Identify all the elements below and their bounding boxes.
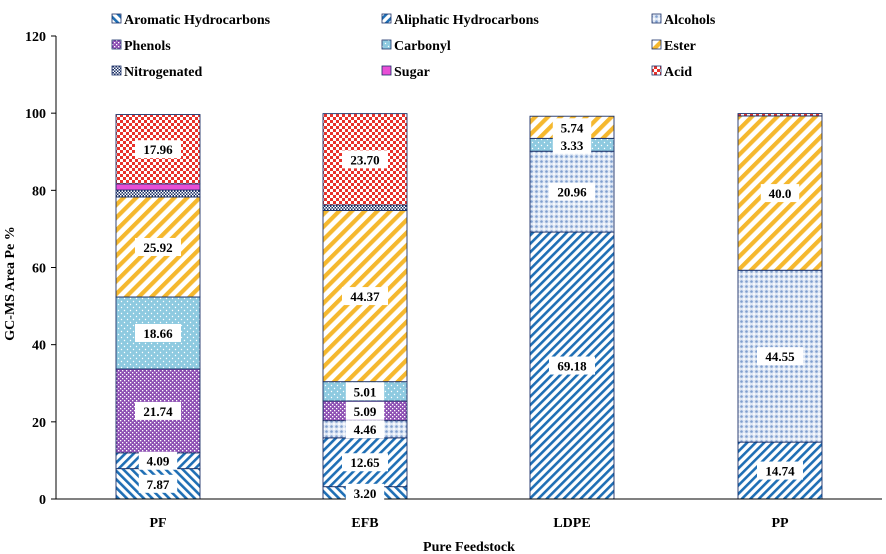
y-tick-label: 80 (32, 184, 46, 199)
y-tick-label: 60 (32, 262, 46, 277)
legend-label-aliphatic-hydrocarbons: Aliphatic Hydrocarbons (394, 13, 539, 28)
data-label-box (757, 461, 803, 480)
y-tick-label: 100 (25, 107, 46, 122)
data-label-box (345, 483, 385, 502)
x-axis: PF EFB LDPE PP (56, 498, 882, 531)
data-label-pf-acid: 17.96 (143, 142, 173, 157)
x-tick-label: PF (149, 516, 166, 531)
legend-swatch-aromatic-hydrocarbons (111, 13, 122, 24)
data-label-box (342, 287, 388, 306)
legend-swatch-aliphatic-hydrocarbons (381, 13, 392, 24)
data-label-box (135, 401, 181, 420)
y-axis: 0 20 40 60 80 100 120 (25, 30, 57, 508)
data-label-box (345, 420, 385, 439)
legend-swatch-nitrogenated (111, 65, 122, 76)
legend-label-phenols: Phenols (124, 39, 171, 54)
legend-swatch-alcohols (651, 13, 662, 24)
y-tick-label: 0 (39, 493, 46, 508)
data-label-box (757, 347, 803, 366)
y-tick-label: 120 (25, 30, 46, 45)
bar-segment-pf-sugar (115, 183, 201, 191)
legend-label-aromatic-hydrocarbons: Aromatic Hydrocarbons (124, 13, 271, 28)
data-label-ldpe-alcohols: 20.96 (557, 185, 587, 200)
data-label-box (138, 451, 178, 470)
bars (115, 113, 823, 500)
legend-label-ester: Ester (664, 39, 696, 54)
data-label-box (135, 237, 181, 256)
legend-swatch-sugar (381, 65, 392, 76)
x-tick-label: EFB (351, 516, 378, 531)
legend-label-carbonyl: Carbonyl (394, 39, 451, 54)
data-label-box (342, 150, 388, 169)
legend-label-sugar: Sugar (394, 65, 430, 80)
data-label-efb-ester: 44.37 (350, 289, 380, 304)
data-label-efb-carbonyl: 5.01 (354, 384, 377, 399)
data-label-efb-aromatic-hydrocarbons: 3.20 (354, 486, 377, 501)
bar-segment-pp-acid (737, 113, 823, 117)
data-label-box (135, 140, 181, 159)
data-label-box (345, 382, 385, 401)
data-label-box (549, 182, 595, 201)
data-label-pf-aromatic-hydrocarbons: 7.87 (147, 477, 170, 492)
data-label-pp-ester: 40.0 (769, 186, 792, 201)
legend-swatch-ester (651, 39, 662, 50)
x-tick-label: LDPE (553, 516, 590, 531)
bar-segment-efb-nitrogenated (322, 204, 408, 211)
data-label-box (549, 356, 595, 375)
data-label-pf-aliphatic-hydrocarbons: 4.09 (147, 454, 170, 469)
data-label-box (345, 401, 385, 420)
legend-label-acid: Acid (664, 65, 692, 80)
data-label-pf-phenols: 21.74 (143, 404, 173, 419)
y-tick-label: 40 (32, 339, 46, 354)
legend-swatch-acid (651, 65, 662, 76)
legend-swatch-phenols (111, 39, 122, 50)
data-label-efb-phenols: 5.09 (354, 404, 377, 419)
data-label-box (552, 135, 592, 154)
data-label-pf-ester: 25.92 (143, 240, 172, 255)
data-label-box (135, 323, 181, 342)
y-axis-title: GC-MS Area Pe % (3, 226, 18, 340)
bar-segment-pf-nitrogenated (115, 189, 201, 198)
data-label-ldpe-aliphatic-hydrocarbons: 69.18 (557, 359, 587, 374)
legend: Aromatic Hydrocarbons Aliphatic Hydrocarb… (111, 13, 716, 80)
y-tick-label: 20 (32, 416, 46, 431)
data-label-box (552, 118, 592, 137)
data-label-pp-alcohols: 44.55 (765, 349, 795, 364)
data-label-box (138, 474, 178, 493)
data-label-efb-aliphatic-hydrocarbons: 12.65 (350, 455, 380, 470)
data-label-pp-aliphatic-hydrocarbons: 14.74 (765, 464, 795, 479)
data-label-pf-carbonyl: 18.66 (143, 326, 173, 341)
x-axis-title: Pure Feedstock (423, 540, 515, 554)
data-label-box (342, 453, 388, 472)
legend-swatch-carbonyl (381, 39, 392, 50)
data-label-efb-alcohols: 4.46 (354, 422, 377, 437)
data-label-ldpe-carbonyl: 3.33 (561, 138, 584, 153)
legend-label-alcohols: Alcohols (664, 13, 716, 28)
legend-label-nitrogenated: Nitrogenated (124, 65, 202, 80)
data-labels: 7.87 4.09 21.74 18.66 25.92 17.96 3.20 12.65 4.4… (135, 118, 803, 502)
data-label-ldpe-ester: 5.74 (561, 120, 584, 135)
data-label-box (760, 184, 800, 203)
x-tick-label: PP (771, 516, 789, 531)
data-label-efb-acid: 23.70 (350, 152, 379, 167)
